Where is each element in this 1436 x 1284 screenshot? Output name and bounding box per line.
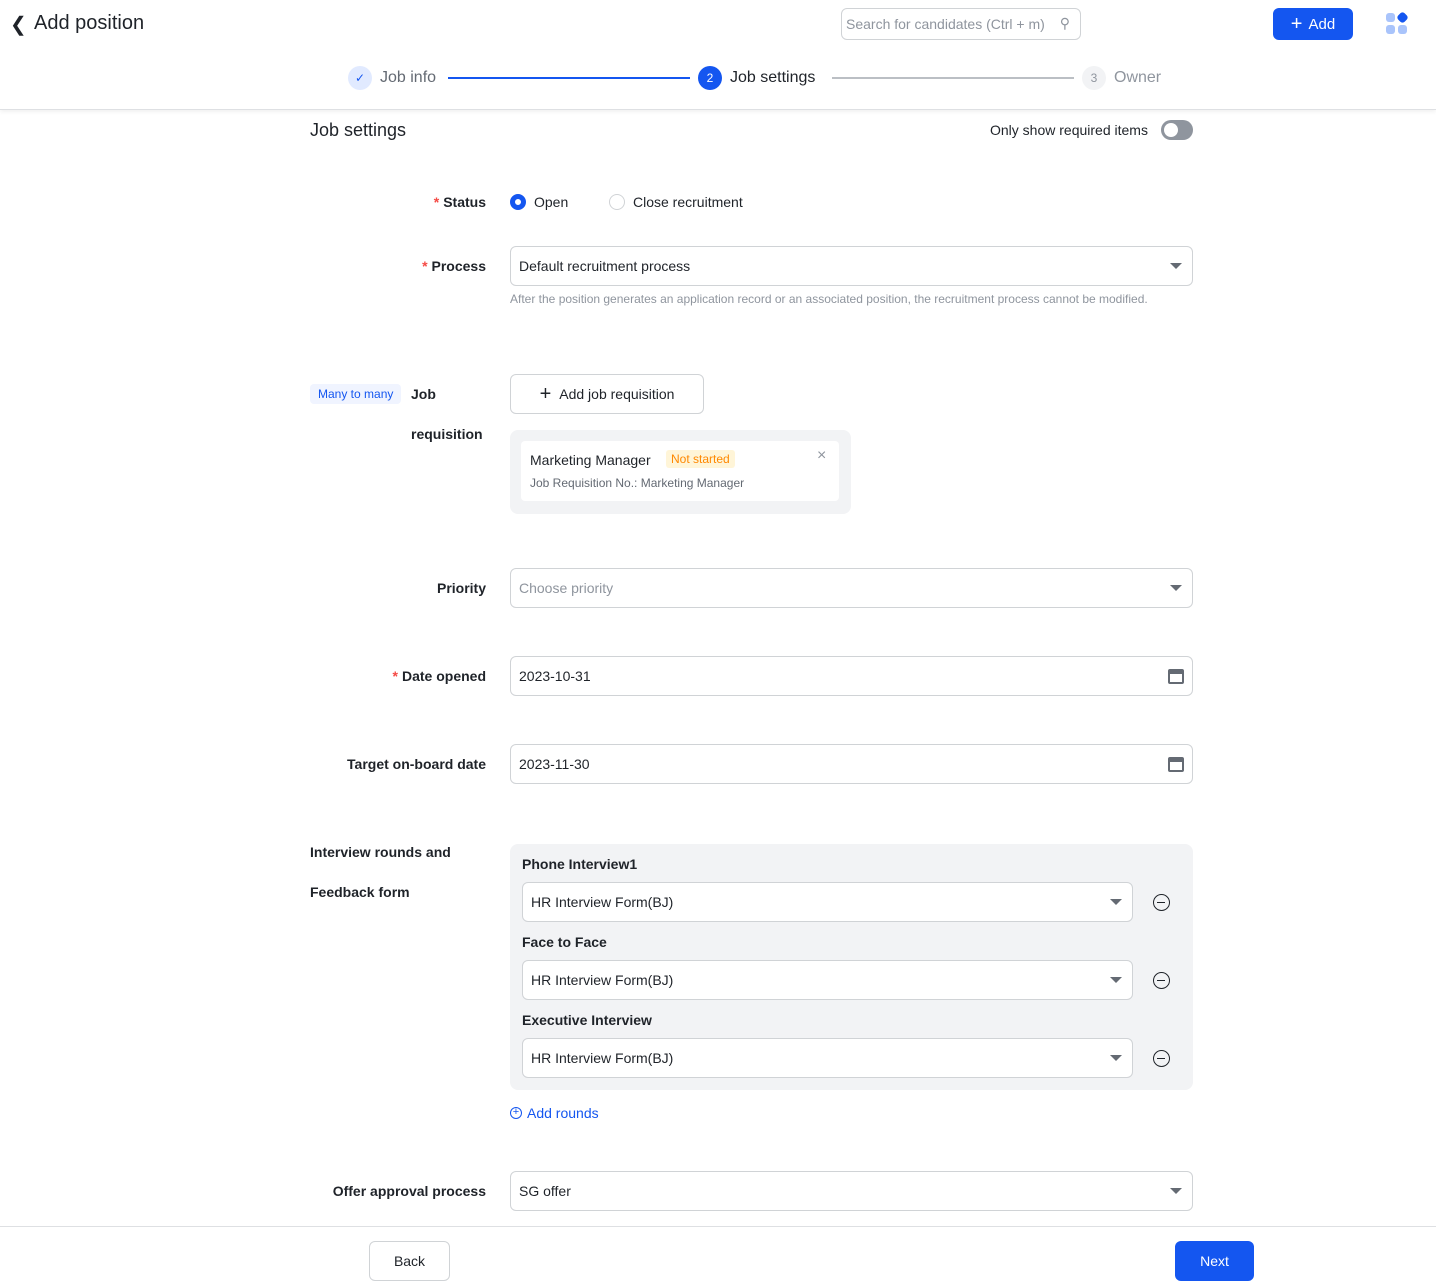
process-label: * Process	[422, 258, 486, 274]
chevron-down-icon	[1110, 977, 1122, 983]
status-close-radio[interactable]: Close recruitment	[609, 194, 743, 210]
toggle-label: Only show required items	[990, 122, 1148, 138]
add-job-requisition-button[interactable]: + Add job requisition	[510, 374, 704, 414]
add-rounds-button[interactable]: + Add rounds	[510, 1105, 599, 1121]
round-name: Phone Interview1	[522, 856, 638, 872]
requisition-number: Job Requisition No.: Marketing Manager	[530, 476, 745, 490]
chevron-down-icon	[1110, 899, 1122, 905]
footer: Back Next	[0, 1226, 1436, 1284]
page-title: Add position	[34, 12, 145, 34]
process-hint: After the position generates an applicat…	[510, 292, 1148, 306]
plus-circle-icon: +	[510, 1107, 522, 1119]
requisition-name: Marketing Manager	[530, 452, 651, 468]
back-chevron-icon[interactable]: ❮	[10, 14, 27, 36]
status-label: * Status	[433, 194, 486, 210]
interview-label-2: Feedback form	[310, 884, 410, 900]
target-date-input[interactable]: 2023-11-30	[510, 744, 1193, 784]
step-number: 2	[698, 66, 722, 90]
step-label: Job settings	[730, 69, 816, 86]
status-open-radio[interactable]: Open	[510, 194, 568, 210]
process-select[interactable]: Default recruitment process	[510, 246, 1193, 286]
round-form-select[interactable]: HR Interview Form(BJ)	[522, 960, 1133, 1000]
step-connector	[832, 77, 1074, 79]
next-button[interactable]: Next	[1175, 1241, 1254, 1281]
requisition-card: Marketing Manager Not started × Job Requ…	[521, 441, 839, 501]
step-job-info[interactable]: ✓ Job info	[348, 66, 436, 90]
plus-icon: +	[1290, 12, 1303, 35]
step-label: Owner	[1114, 69, 1162, 86]
requisition-label-2: requisition	[411, 426, 483, 442]
section-title: Job settings	[310, 120, 407, 140]
search-placeholder: Search for candidates (Ctrl + m)	[846, 16, 1045, 32]
chevron-down-icon	[1170, 1188, 1182, 1194]
calendar-icon	[1168, 757, 1184, 772]
priority-select[interactable]: Choose priority	[510, 568, 1193, 608]
requisition-label: Job	[411, 386, 436, 402]
search-input[interactable]: Search for candidates (Ctrl + m) ⚲	[841, 8, 1081, 40]
search-icon: ⚲	[1059, 15, 1070, 31]
back-button[interactable]: Back	[369, 1241, 450, 1281]
step-connector	[448, 77, 690, 79]
target-date-label: Target on-board date	[347, 756, 486, 772]
offer-select[interactable]: SG offer	[510, 1171, 1193, 1211]
round-form-select[interactable]: HR Interview Form(BJ)	[522, 1038, 1133, 1078]
round-form-select[interactable]: HR Interview Form(BJ)	[522, 882, 1133, 922]
chevron-down-icon	[1110, 1055, 1122, 1061]
plus-icon: +	[539, 382, 552, 405]
check-icon: ✓	[348, 66, 372, 90]
interview-label: Interview rounds and	[310, 844, 451, 860]
add-button[interactable]: + Add	[1273, 8, 1353, 40]
many-to-many-tag: Many to many	[310, 384, 402, 404]
add-label: Add	[1308, 15, 1336, 33]
remove-round-icon[interactable]	[1153, 972, 1170, 989]
step-owner[interactable]: 3 Owner	[1082, 66, 1161, 90]
round-name: Face to Face	[522, 934, 607, 950]
offer-label: Offer approval process	[332, 1183, 486, 1199]
remove-round-icon[interactable]	[1153, 894, 1170, 911]
chevron-down-icon	[1170, 585, 1182, 591]
status-badge: Not started	[666, 450, 735, 468]
round-name: Executive Interview	[522, 1012, 652, 1028]
step-number: 3	[1082, 66, 1106, 90]
chevron-down-icon	[1170, 263, 1182, 269]
priority-label: Priority	[436, 580, 486, 596]
calendar-icon	[1168, 669, 1184, 684]
date-opened-input[interactable]: 2023-10-31	[510, 656, 1193, 696]
date-opened-label: * Date opened	[392, 668, 486, 684]
header: ❮ Add position Search for candidates (Ct…	[0, 0, 1436, 110]
requisition-card-wrap: Marketing Manager Not started × Job Requ…	[510, 430, 851, 514]
close-icon[interactable]: ×	[817, 447, 827, 464]
step-job-settings[interactable]: 2 Job settings	[698, 66, 815, 90]
required-only-toggle[interactable]	[1161, 120, 1193, 140]
remove-round-icon[interactable]	[1153, 1050, 1170, 1067]
step-label: Job info	[380, 69, 437, 86]
apps-icon[interactable]	[1386, 11, 1409, 35]
interview-rounds: Phone Interview1 HR Interview Form(BJ) F…	[510, 844, 1193, 1090]
